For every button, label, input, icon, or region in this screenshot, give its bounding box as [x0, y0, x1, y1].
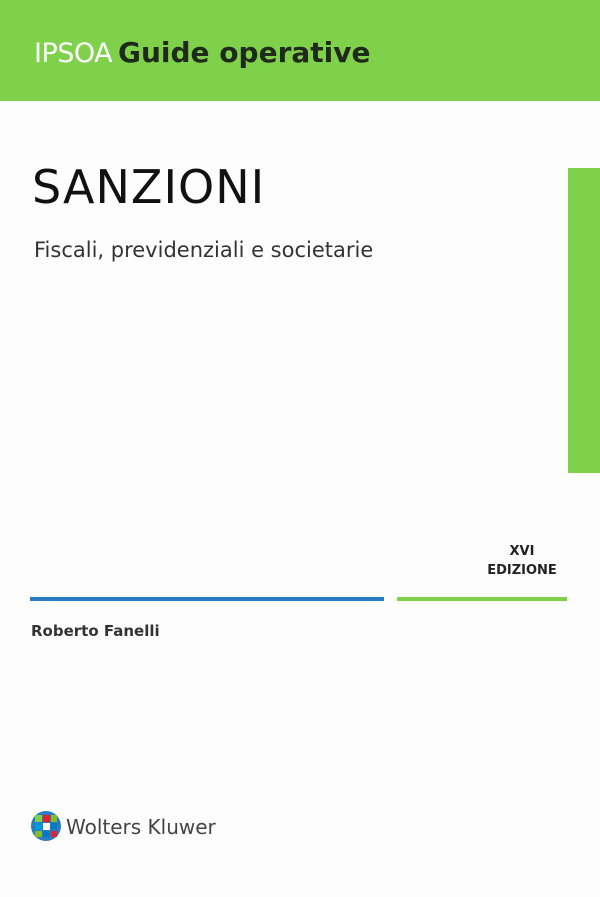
series-title: Guide operative: [118, 36, 371, 69]
divider-blue: [30, 597, 384, 601]
header-band: [0, 0, 600, 101]
book-subtitle: Fiscali, previdenziali e societarie: [34, 238, 374, 262]
edition-number: XVI: [509, 544, 535, 559]
divider-green: [397, 597, 567, 601]
series-name: IPSOA: [34, 38, 113, 69]
book-title: SANZIONI: [32, 160, 266, 214]
author: Roberto Fanelli: [31, 622, 160, 640]
publisher-name: Wolters Kluwer: [66, 815, 216, 839]
publisher-logo: [31, 811, 61, 841]
side-bar: [568, 168, 600, 473]
edition-label: EDIZIONE: [487, 563, 557, 578]
